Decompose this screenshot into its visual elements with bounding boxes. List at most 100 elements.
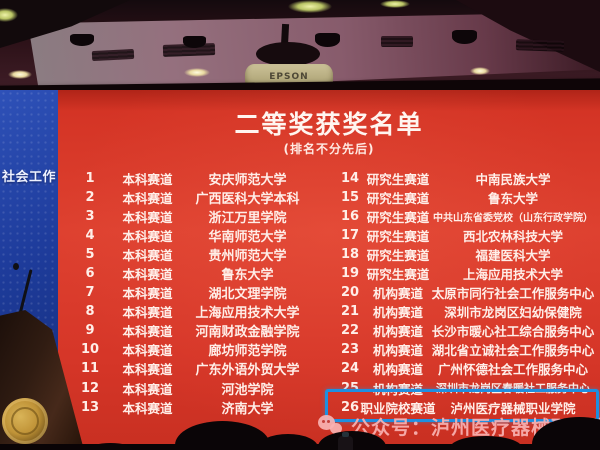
row-number: 23: [340, 342, 360, 358]
row-track: 本科赛道: [122, 191, 173, 207]
award-row: 10 本科赛道 廊坊师范学院: [70, 340, 310, 359]
award-row: 5 本科赛道 贵州师范大学: [70, 245, 310, 264]
row-track: 本科赛道: [122, 362, 173, 378]
award-row: 4 本科赛道 华南师范大学: [70, 226, 310, 245]
row-school: 上海应用技术大学: [462, 267, 563, 283]
row-number: 18: [340, 247, 360, 263]
row-number: 13: [80, 399, 100, 415]
award-row: 23 机构赛道 湖北省立诚社会工作服务中心: [332, 340, 598, 359]
projection-screen: 二等奖获奖名单 (排名不分先后) 1 本科赛道 安庆师范大学 2 本科赛道 广西…: [58, 90, 600, 444]
air-vent: [515, 39, 565, 52]
award-row: 18 研究生赛道 福建医科大学: [332, 245, 598, 264]
row-track: 研究生赛道: [366, 229, 430, 245]
row-track: 本科赛道: [122, 305, 173, 321]
award-row: 21 机构赛道 深圳市龙岗区妇幼保健院: [332, 302, 598, 321]
ceiling-light: [288, 0, 332, 13]
row-number: 12: [80, 380, 100, 396]
row-school: 西北农林科技大学: [462, 229, 563, 245]
ceiling-speaker: [315, 33, 340, 47]
slide-title: 二等奖获奖名单: [234, 110, 424, 139]
row-number: 19: [340, 266, 360, 282]
row-track: 研究生赛道: [366, 248, 430, 264]
row-school: 深圳市龙岗区春暖社工服务中心: [436, 382, 590, 396]
backdrop-text: 社会工作: [2, 170, 57, 185]
row-number: 25: [340, 380, 360, 396]
row-number: 16: [340, 209, 360, 225]
row-number: 2: [85, 190, 95, 206]
award-list-left-column: 1 本科赛道 安庆师范大学 2 本科赛道 广西医科大学本科 3 本科赛道 浙江万…: [70, 169, 310, 417]
projector-brand-label: EPSON: [269, 72, 309, 82]
row-track: 本科赛道: [122, 267, 173, 283]
row-number: 20: [340, 285, 360, 301]
row-number: 15: [340, 190, 360, 206]
row-school: 福建医科大学: [475, 248, 551, 264]
ceiling-speaker: [183, 36, 206, 48]
row-school: 贵州师范大学: [208, 249, 287, 265]
award-row: 2 本科赛道 广西医科大学本科: [70, 188, 310, 207]
row-track: 本科赛道: [122, 343, 173, 359]
row-track: 机构赛道: [372, 305, 423, 321]
row-track: 本科赛道: [122, 229, 173, 245]
row-school: 安庆师范大学: [208, 173, 287, 189]
ceiling-speaker: [70, 34, 94, 46]
row-track: 本科赛道: [122, 210, 173, 226]
audience-head: [258, 434, 318, 450]
row-track: 本科赛道: [122, 381, 173, 397]
ceiling-light: [184, 68, 210, 77]
row-number: 3: [85, 209, 95, 225]
row-school: 广东外语外贸大学: [195, 363, 300, 379]
ceiling-light: [8, 70, 32, 79]
award-row: 19 研究生赛道 上海应用技术大学: [332, 264, 598, 283]
row-school: 廊坊师范学院: [208, 344, 287, 360]
award-row: 15 研究生赛道 鲁东大学: [332, 188, 598, 207]
row-track: 机构赛道: [372, 362, 423, 378]
row-school: 上海应用技术大学: [195, 306, 300, 322]
award-row: 17 研究生赛道 西北农林科技大学: [332, 226, 598, 245]
row-number: 4: [85, 228, 95, 244]
audience-head: [450, 436, 522, 450]
row-track: 本科赛道: [122, 248, 173, 264]
row-track: 本科赛道: [122, 324, 173, 340]
row-school: 浙江万里学院: [208, 211, 287, 227]
award-row: 11 本科赛道 广东外语外贸大学: [70, 359, 310, 378]
slide-subtitle: (排名不分先后): [283, 142, 375, 156]
award-row: 9 本科赛道 河南财政金融学院: [70, 321, 310, 340]
row-number: 14: [340, 171, 360, 187]
row-school: 华南师范大学: [208, 230, 287, 246]
podium-emblem: [2, 398, 48, 444]
row-number: 10: [80, 342, 100, 358]
row-track: 机构赛道: [372, 286, 423, 302]
row-track: 研究生赛道: [366, 191, 430, 207]
award-row: 6 本科赛道 鲁东大学: [70, 264, 310, 283]
row-number: 17: [340, 228, 360, 244]
row-track: 本科赛道: [122, 400, 173, 416]
row-number: 8: [85, 304, 95, 320]
row-number: 1: [85, 171, 95, 187]
row-school: 深圳市龙岗区妇幼保健院: [444, 305, 582, 321]
row-school: 长沙市暖心社工综合服务中心: [431, 324, 595, 340]
row-number: 7: [85, 285, 95, 301]
award-list-right-column: 14 研究生赛道 中南民族大学 15 研究生赛道 鲁东大学 16 研究生赛道 中…: [325, 169, 599, 422]
row-track: 研究生赛道: [366, 210, 430, 226]
award-row: 22 机构赛道 长沙市暖心社工综合服务中心: [332, 321, 598, 340]
row-track: 研究生赛道: [366, 267, 430, 283]
row-school: 中南民族大学: [475, 172, 551, 188]
row-number: 24: [340, 361, 360, 377]
wechat-icon: [318, 414, 344, 439]
row-number: 6: [85, 266, 95, 282]
award-row: 8 本科赛道 上海应用技术大学: [70, 302, 310, 321]
award-row: 7 本科赛道 湖北文理学院: [70, 283, 310, 302]
award-row: 14 研究生赛道 中南民族大学: [332, 169, 598, 188]
air-vent: [381, 36, 413, 47]
water-bottle: [338, 432, 353, 450]
row-school: 鲁东大学: [487, 191, 538, 207]
ceiling-speaker: [452, 30, 477, 44]
row-school: 广西医科大学本科: [195, 192, 300, 208]
award-row: 3 本科赛道 浙江万里学院: [70, 207, 310, 226]
row-track: 机构赛道: [372, 343, 423, 359]
row-school: 河南财政金融学院: [195, 325, 300, 341]
row-track: 机构赛道: [372, 324, 423, 340]
award-row: 12 本科赛道 河池学院: [70, 379, 310, 398]
row-number: 22: [340, 323, 360, 339]
